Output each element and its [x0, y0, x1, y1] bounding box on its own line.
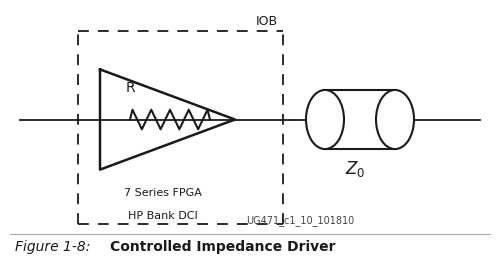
Text: Controlled Impedance Driver: Controlled Impedance Driver: [110, 240, 336, 254]
Bar: [325, 90, 395, 149]
Ellipse shape: [376, 90, 414, 149]
Text: $Z_0$: $Z_0$: [345, 159, 365, 179]
Text: R: R: [125, 81, 135, 95]
Ellipse shape: [306, 90, 344, 149]
Text: IOB: IOB: [256, 15, 278, 28]
Text: Figure 1-8:: Figure 1-8:: [15, 240, 90, 254]
Text: 7 Series FPGA: 7 Series FPGA: [124, 188, 202, 198]
Text: UG471_c1_10_101810: UG471_c1_10_101810: [246, 216, 354, 226]
Text: HP Bank DCI: HP Bank DCI: [128, 211, 198, 221]
